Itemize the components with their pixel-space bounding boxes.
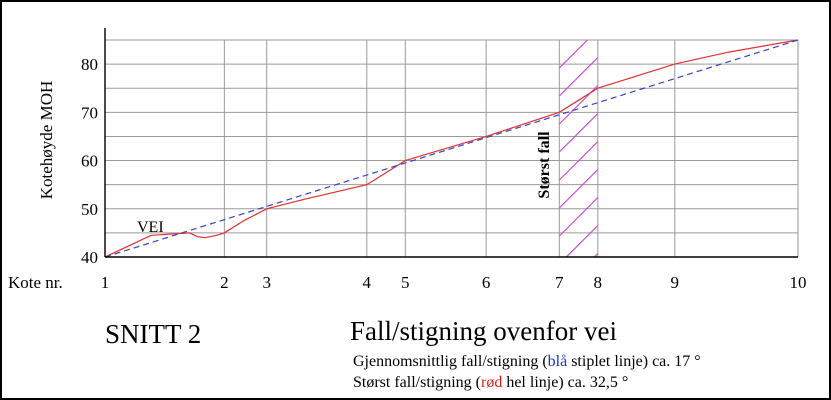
- legend-line-average: Gjennomsnittlig fall/stigning (blå stipl…: [353, 353, 701, 370]
- hatch-line: [559, 57, 598, 97]
- hatch-line: [559, 141, 598, 181]
- y-tick-label: 60: [81, 152, 98, 171]
- legend-average-text-after: stiplet linje) ca. 17 °: [567, 353, 700, 370]
- steepest-label: Størst fall: [536, 131, 553, 199]
- x-tick-label: 7: [555, 273, 564, 292]
- legend-line-steepest: Størst fall/stigning (rød hel linje) ca.…: [353, 374, 628, 391]
- hatch-line: [559, 169, 598, 209]
- hatch-line: [559, 197, 598, 237]
- y-tick-label: 40: [81, 248, 98, 267]
- chart-subtitle: Fall/stigning ovenfor vei: [350, 316, 617, 346]
- x-tick-label: 1: [101, 273, 110, 292]
- x-axis-label: Kote nr.: [8, 273, 63, 292]
- hatch-line: [565, 225, 598, 257]
- x-tick-label: 4: [363, 273, 372, 292]
- hatch-line: [559, 40, 589, 69]
- hatch-line: [559, 113, 598, 153]
- series-lines: [104, 39, 799, 258]
- y-tick-label: 70: [81, 103, 98, 122]
- x-tick-label: 10: [790, 273, 807, 292]
- terrain-profile-line: [104, 39, 799, 258]
- legend-steepest-color-word: rød: [481, 374, 502, 391]
- x-tick-label: 6: [482, 273, 491, 292]
- y-axis-label: Kotehøyde MOH: [37, 81, 56, 200]
- legend-average-color-word: blå: [548, 353, 568, 370]
- average-slope-line: [104, 39, 799, 258]
- x-tick-label: 2: [220, 273, 229, 292]
- legend-steepest-text-before: Størst fall/stigning (: [353, 374, 481, 391]
- chart-title: SNITT 2: [105, 319, 201, 349]
- y-tick-label: 80: [81, 55, 98, 74]
- road-label: VEI: [137, 219, 164, 236]
- legend-average-text-before: Gjennomsnittlig fall/stigning (: [353, 353, 548, 370]
- legend-steepest-text-after: hel linje) ca. 32,5 °: [502, 374, 628, 391]
- axes: 40 50 60 70 80 1 2 3 4 5 6 7 8 9 10: [81, 28, 807, 292]
- x-tick-label: 9: [671, 273, 680, 292]
- x-tick-label: 5: [401, 273, 410, 292]
- y-tick-label: 50: [81, 200, 98, 219]
- x-tick-label: 3: [262, 273, 271, 292]
- x-tick-label: 8: [594, 273, 603, 292]
